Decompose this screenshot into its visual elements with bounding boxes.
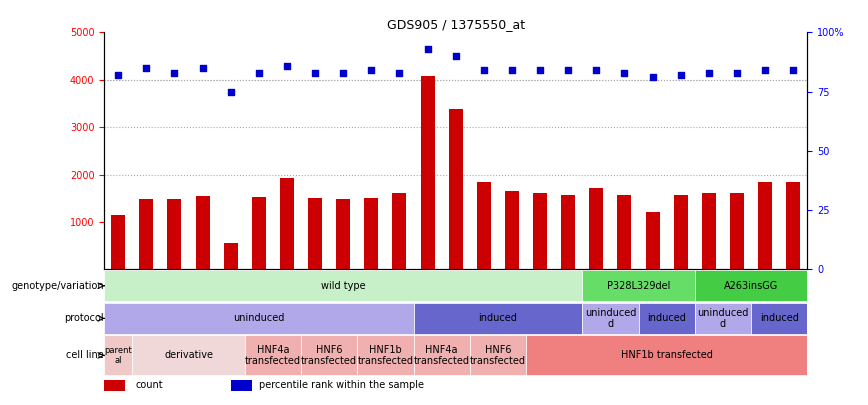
Text: wild type: wild type: [321, 281, 365, 291]
FancyBboxPatch shape: [104, 270, 582, 301]
FancyBboxPatch shape: [245, 335, 301, 375]
Text: protocol: protocol: [64, 313, 104, 323]
FancyBboxPatch shape: [582, 303, 639, 334]
Text: P328L329del: P328L329del: [607, 281, 670, 291]
Bar: [533, 193, 547, 269]
FancyBboxPatch shape: [582, 270, 694, 301]
Text: induced: induced: [478, 313, 517, 323]
Text: A263insGG: A263insGG: [724, 281, 778, 291]
Text: derivative: derivative: [164, 350, 213, 360]
Bar: [224, 243, 238, 269]
Bar: [392, 193, 406, 269]
Text: HNF1b
transfected: HNF1b transfected: [358, 345, 413, 366]
FancyBboxPatch shape: [470, 335, 526, 375]
FancyBboxPatch shape: [104, 303, 413, 334]
Point: [589, 67, 603, 74]
Text: genotype/variation: genotype/variation: [11, 281, 104, 291]
Bar: [674, 195, 687, 269]
Text: HNF6
transfected: HNF6 transfected: [301, 345, 357, 366]
Point: [674, 72, 687, 78]
Title: GDS905 / 1375550_at: GDS905 / 1375550_at: [386, 18, 525, 31]
FancyBboxPatch shape: [132, 335, 245, 375]
Point: [505, 67, 519, 74]
Bar: [336, 199, 351, 269]
Bar: [231, 380, 252, 391]
Bar: [646, 212, 660, 269]
Point: [365, 67, 378, 74]
Point: [730, 70, 744, 76]
Text: HNF6
transfected: HNF6 transfected: [470, 345, 526, 366]
Bar: [421, 76, 435, 269]
Point: [617, 70, 631, 76]
Bar: [279, 178, 294, 269]
Bar: [111, 215, 125, 269]
Bar: [365, 198, 378, 269]
Point: [533, 67, 547, 74]
Text: induced: induced: [760, 313, 799, 323]
Text: HNF4a
transfected: HNF4a transfected: [414, 345, 470, 366]
Bar: [104, 380, 125, 391]
Bar: [449, 109, 463, 269]
Bar: [701, 193, 716, 269]
Text: uninduced
d: uninduced d: [697, 307, 748, 329]
Bar: [562, 195, 575, 269]
Point: [477, 67, 490, 74]
Text: percentile rank within the sample: percentile rank within the sample: [259, 380, 424, 390]
FancyBboxPatch shape: [639, 303, 694, 334]
Bar: [505, 191, 519, 269]
Text: induced: induced: [648, 313, 686, 323]
FancyBboxPatch shape: [358, 335, 413, 375]
Bar: [617, 195, 632, 269]
Bar: [139, 199, 154, 269]
Point: [758, 67, 772, 74]
Text: parent
al: parent al: [104, 346, 132, 365]
Point: [280, 62, 294, 69]
Point: [702, 70, 716, 76]
Point: [195, 65, 209, 71]
Point: [646, 74, 660, 81]
Bar: [195, 196, 210, 269]
Point: [308, 70, 322, 76]
Bar: [730, 193, 744, 269]
Text: cell line: cell line: [67, 350, 104, 360]
FancyBboxPatch shape: [751, 303, 807, 334]
Bar: [758, 182, 773, 269]
Point: [168, 70, 181, 76]
Text: uninduced: uninduced: [233, 313, 285, 323]
Bar: [589, 188, 603, 269]
Point: [336, 70, 350, 76]
Text: HNF4a
transfected: HNF4a transfected: [245, 345, 301, 366]
Text: HNF1b transfected: HNF1b transfected: [621, 350, 713, 360]
FancyBboxPatch shape: [694, 303, 751, 334]
FancyBboxPatch shape: [413, 303, 582, 334]
FancyBboxPatch shape: [104, 335, 132, 375]
FancyBboxPatch shape: [301, 335, 358, 375]
FancyBboxPatch shape: [526, 335, 807, 375]
Bar: [168, 199, 181, 269]
Point: [224, 88, 238, 95]
FancyBboxPatch shape: [694, 270, 807, 301]
Point: [562, 67, 575, 74]
Point: [449, 53, 463, 60]
Text: count: count: [135, 380, 163, 390]
Point: [392, 70, 406, 76]
Point: [252, 70, 266, 76]
Point: [140, 65, 154, 71]
Bar: [252, 197, 266, 269]
Bar: [477, 182, 491, 269]
Point: [786, 67, 800, 74]
Point: [421, 46, 435, 52]
Bar: [308, 198, 322, 269]
FancyBboxPatch shape: [413, 335, 470, 375]
Point: [111, 72, 125, 78]
Text: uninduced
d: uninduced d: [585, 307, 636, 329]
Bar: [786, 182, 800, 269]
